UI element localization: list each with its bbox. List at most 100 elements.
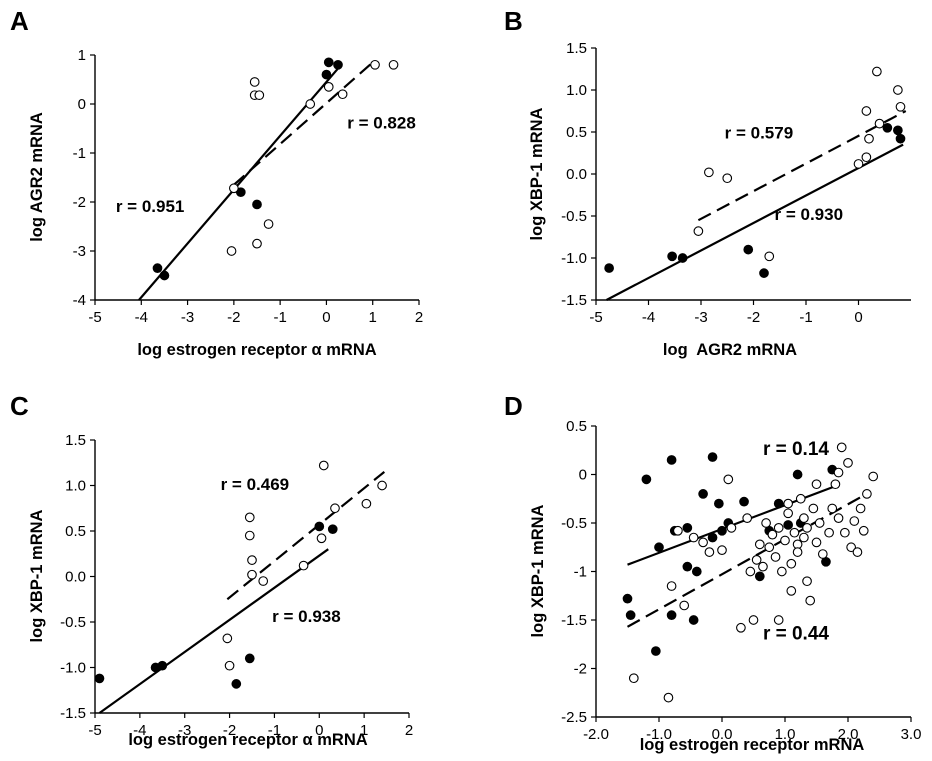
y-tick-label: 0	[579, 467, 587, 484]
filled-data-point	[783, 520, 794, 530]
open-data-point	[833, 467, 844, 478]
y-tick-label: 0.5	[65, 523, 86, 540]
filled-data-point	[622, 593, 633, 604]
open-data-point	[229, 183, 239, 194]
open-data-point	[370, 59, 380, 70]
filled-data-point	[231, 679, 242, 689]
y-axis-title: log XBP-1 mRNA	[528, 107, 546, 240]
y-tick-label: 1	[78, 47, 86, 64]
open-data-point	[789, 527, 800, 538]
open-data-point	[852, 547, 863, 557]
open-data-point	[323, 81, 334, 92]
panel-letter: A	[10, 6, 29, 36]
filled-data-point	[159, 270, 170, 281]
open-data-point	[244, 530, 255, 541]
filled-data-point	[743, 244, 754, 255]
open-data-point	[802, 576, 812, 587]
y-axis-title: log XBP-1 mRNA	[529, 504, 547, 637]
x-axis-title: log estrogen receptor α mRNA	[137, 341, 376, 359]
x-tick-label: -4	[133, 722, 146, 739]
filled-data-point	[773, 498, 784, 509]
y-tick-label: 1.5	[65, 432, 86, 449]
dashed-fit-line	[233, 61, 374, 186]
open-data-point	[846, 542, 857, 553]
x-tick-label: -1	[799, 309, 812, 326]
open-data-point	[861, 106, 872, 116]
open-data-point	[853, 159, 864, 169]
open-data-point	[817, 549, 828, 559]
x-tick-label: -2.0	[583, 726, 609, 743]
panel-letter: D	[504, 391, 523, 421]
y-tick-label: -1.5	[60, 705, 86, 722]
filled-data-point	[713, 498, 724, 509]
open-data-point	[723, 474, 734, 485]
filled-data-point	[333, 59, 343, 70]
y-tick-label: -1.0	[561, 250, 587, 267]
open-data-point	[224, 660, 235, 671]
open-data-point	[704, 547, 715, 557]
open-data-point	[318, 460, 329, 471]
correlation-label: r = 0.951	[116, 197, 185, 216]
open-data-point	[783, 508, 794, 519]
open-data-point	[805, 595, 816, 606]
y-tick-label: -1.5	[561, 292, 587, 309]
open-data-point	[893, 85, 903, 95]
filled-data-point	[682, 522, 693, 533]
x-tick-label: -2	[223, 722, 236, 739]
filled-data-point	[666, 455, 677, 465]
open-data-point	[795, 493, 806, 504]
chart-panel-b: B -5 -4 -3 -2 -1 0 -1.5 -1.0 -0.5 0.0 0.5 1.0 1.5 log …	[504, 6, 911, 359]
open-data-point	[628, 673, 639, 684]
dashed-fit-line	[697, 110, 907, 222]
open-data-point	[758, 561, 768, 572]
open-data-point	[361, 498, 372, 509]
open-data-point	[799, 513, 809, 524]
open-data-point	[305, 99, 316, 109]
open-data-point	[742, 513, 753, 524]
open-data-point	[824, 527, 834, 538]
open-data-point	[673, 525, 683, 536]
x-axis-title: log estrogen receptor α mRNA	[128, 731, 367, 749]
open-data-point	[764, 542, 775, 553]
open-data-point	[249, 77, 260, 87]
y-tick-label: 1.0	[65, 478, 86, 495]
open-data-point	[773, 615, 784, 625]
open-data-point	[874, 118, 885, 129]
open-data-point	[388, 59, 399, 70]
open-data-point	[855, 503, 866, 514]
x-tick-label: -5	[88, 309, 101, 326]
open-data-point	[811, 537, 822, 548]
open-data-point	[792, 547, 803, 557]
open-data-point	[808, 503, 819, 514]
open-data-point	[748, 615, 759, 625]
correlation-label: r = 0.579	[725, 124, 794, 143]
filled-data-point	[677, 253, 688, 263]
open-data-point	[833, 513, 844, 524]
open-data-point	[802, 522, 812, 533]
x-tick-label: -4	[135, 309, 148, 326]
open-data-point	[773, 522, 784, 533]
correlation-label: r = 0.469	[221, 475, 290, 494]
filled-data-point	[654, 542, 664, 553]
open-data-point	[786, 586, 797, 596]
panel-letter: C	[10, 391, 29, 421]
open-data-point	[679, 600, 690, 611]
x-tick-label: -3	[181, 309, 194, 326]
x-tick-label: 0.0	[712, 726, 733, 743]
filled-data-point	[707, 532, 718, 543]
open-data-point	[862, 489, 872, 499]
y-tick-label: 0.0	[65, 569, 86, 586]
x-tick-label: -1.0	[646, 726, 672, 743]
x-tick-label: -1	[268, 722, 281, 739]
filled-data-point	[717, 525, 727, 536]
solid-fit-line	[98, 548, 329, 714]
filled-data-point	[882, 122, 893, 133]
filled-data-point	[152, 263, 163, 274]
open-data-point	[726, 522, 737, 533]
open-data-point	[864, 133, 874, 144]
open-data-point	[704, 167, 714, 178]
open-data-point	[244, 512, 255, 523]
open-data-point	[767, 529, 778, 540]
y-axis-title: log XBP-1 mRNA	[28, 509, 46, 642]
